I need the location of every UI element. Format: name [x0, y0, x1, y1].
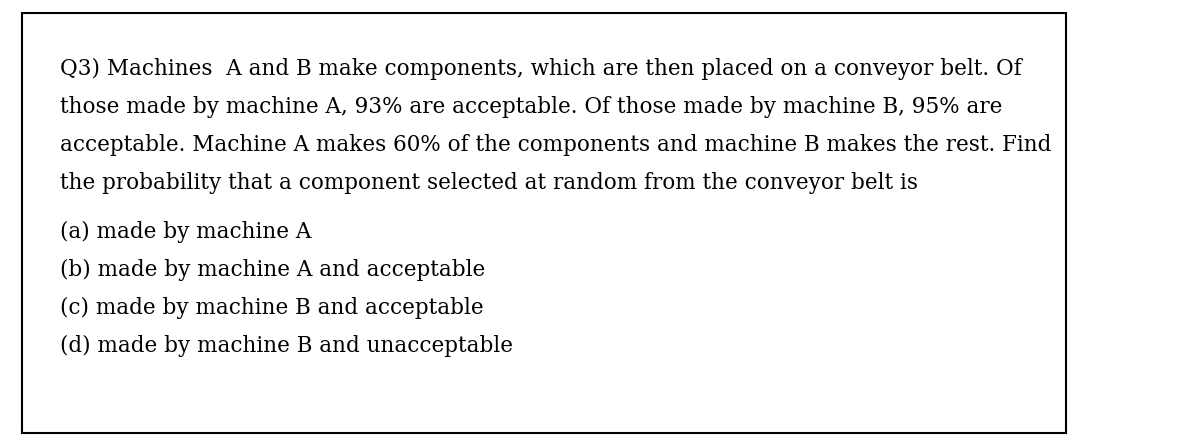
Text: (a) made by machine A: (a) made by machine A: [60, 221, 311, 243]
FancyBboxPatch shape: [22, 13, 1066, 433]
Text: (d) made by machine B and unacceptable: (d) made by machine B and unacceptable: [60, 334, 512, 357]
Text: the probability that a component selected at random from the conveyor belt is: the probability that a component selecte…: [60, 172, 918, 194]
Text: those made by machine A, 93% are acceptable. Of those made by machine B, 95% are: those made by machine A, 93% are accepta…: [60, 96, 1002, 118]
Text: (c) made by machine B and acceptable: (c) made by machine B and acceptable: [60, 297, 484, 319]
Text: acceptable. Machine A makes 60% of the components and machine B makes the rest. : acceptable. Machine A makes 60% of the c…: [60, 134, 1051, 156]
Text: (b) made by machine A and acceptable: (b) made by machine A and acceptable: [60, 259, 485, 281]
Text: Q3) Machines  A and B make components, which are then placed on a conveyor belt.: Q3) Machines A and B make components, wh…: [60, 58, 1021, 80]
